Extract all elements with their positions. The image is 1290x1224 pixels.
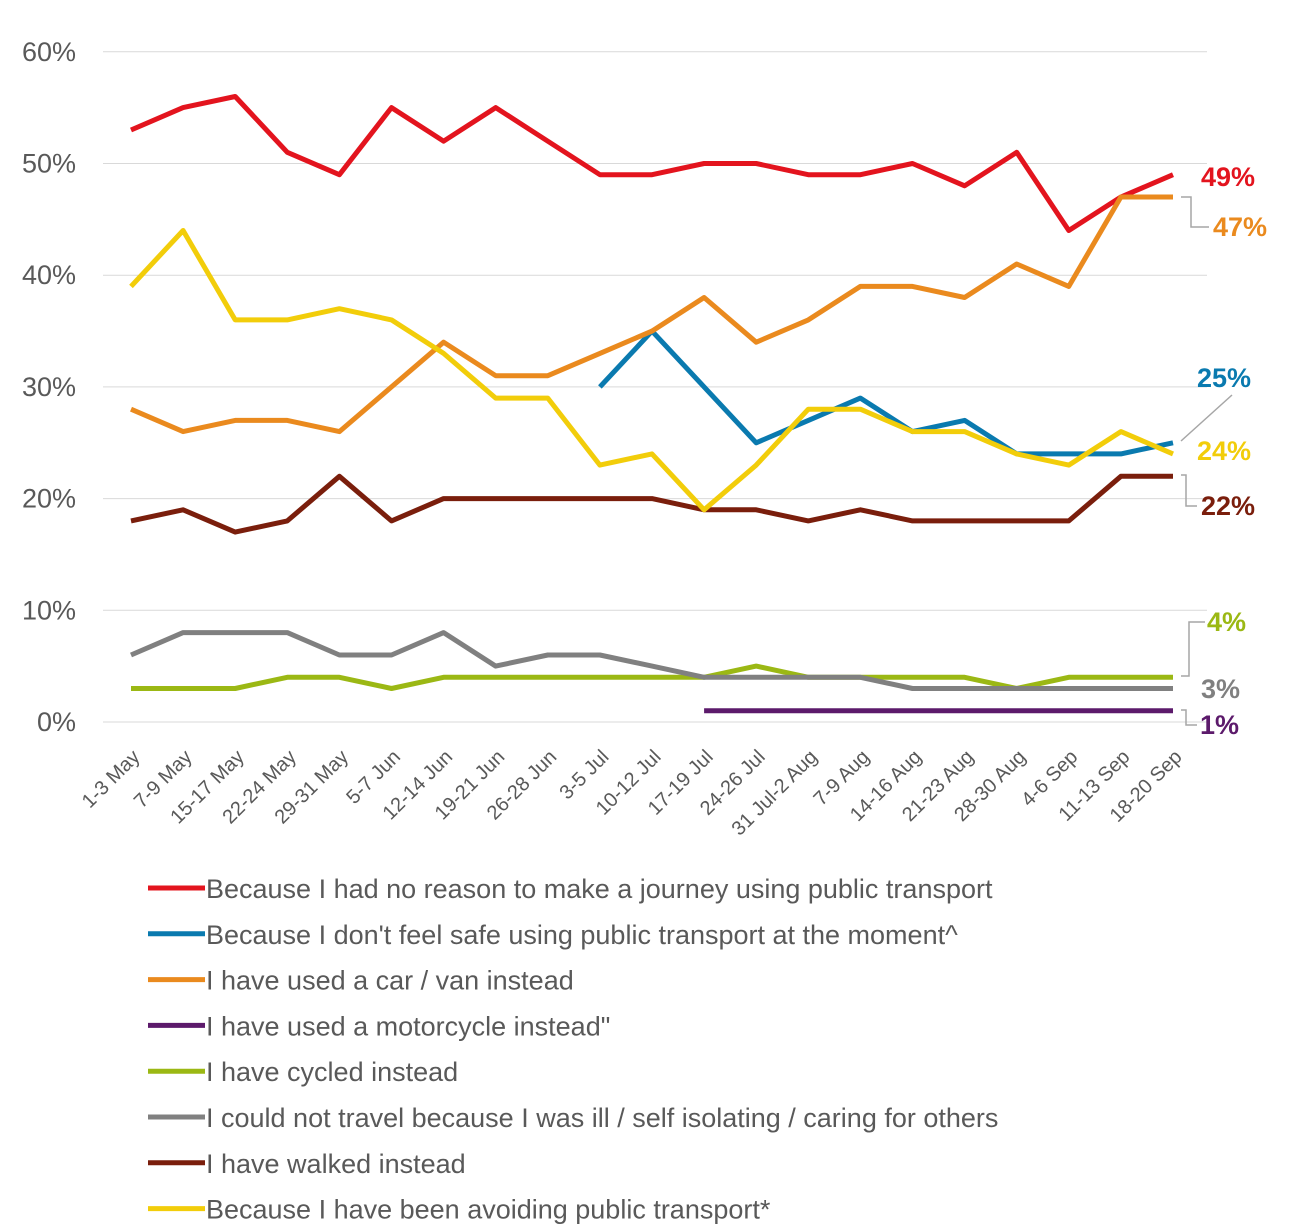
end-label-because-i-don-t-feel-safe-using-public-t: 25% [1197,363,1251,393]
y-tick-label: 10% [22,595,76,625]
end-label-i-have-cycled-instead: 4% [1207,607,1246,637]
legend-label: Because I have been avoiding public tran… [206,1195,771,1224]
series-line-because-i-had-no-reason-to-make-a-journe [130,94,1174,233]
legend: Because I had no reason to make a journe… [148,874,998,1224]
end-label-i-have-used-a-car-van-instead: 47% [1213,212,1267,242]
end-label-leader [1180,394,1233,442]
end-label-i-have-walked-instead: 22% [1201,491,1255,521]
y-tick-label: 40% [22,260,76,290]
end-label-because-i-had-no-reason-to-make-a-journe: 49% [1201,162,1255,192]
legend-label: Because I had no reason to make a journe… [206,874,993,904]
legend-label: I have used a motorcycle instead" [206,1011,610,1041]
legend-label: Because I don't feel safe using public t… [206,920,958,950]
legend-item: Because I had no reason to make a journe… [148,874,993,904]
series-line-because-i-don-t-feel-safe-using-public-t [598,328,1174,457]
series-line-i-could-not-travel-because-i-was-ill-sel [130,630,1173,691]
y-tick-label: 30% [22,372,76,402]
legend-label: I could not travel because I was ill / s… [206,1103,998,1133]
y-tick-label: 60% [22,37,76,67]
legend-item: I have cycled instead [148,1057,458,1087]
end-label-because-i-have-been-avoiding-public-tran: 24% [1197,436,1251,466]
end-label-i-have-used-a-motorcycle-instead: 1% [1200,710,1239,740]
end-label-i-could-not-travel-because-i-was-ill-sel: 3% [1201,674,1240,704]
legend-label: I have cycled instead [206,1057,458,1087]
end-labels: 49% 25% 47% 1% 4% 3% 22% 24% [1197,162,1267,740]
legend-item: I have used a car / van instead [148,966,574,996]
series-line-because-i-have-been-avoiding-public-tran [129,228,1174,513]
series-line-i-have-used-a-car-van-instead [130,194,1173,435]
legend-item: Because I have been avoiding public tran… [148,1195,771,1224]
end-label-leader [1181,474,1197,507]
legend-item: I have walked instead [148,1149,466,1179]
legend-item: I have used a motorcycle instead" [148,1011,610,1041]
y-tick-label: 20% [22,484,76,514]
end-label-leader [1181,621,1205,677]
legend-item: I could not travel because I was ill / s… [148,1103,998,1133]
end-label-leaders [1180,196,1233,726]
y-axis-tick-labels: 0% 10% 20% 30% 40% 50% 60% [22,37,76,737]
y-tick-label: 0% [37,707,76,737]
end-label-leader [1181,196,1209,228]
end-label-leader [1181,709,1197,726]
y-tick-label: 50% [22,149,76,179]
legend-item: Because I don't feel safe using public t… [148,920,958,950]
legend-label: I have used a car / van instead [206,966,574,996]
series-line-i-have-cycled-instead [131,663,1173,691]
legend-label: I have walked instead [206,1149,466,1179]
series-line-i-have-walked-instead [130,473,1173,535]
series-lines [129,94,1174,714]
gridlines [103,51,1207,723]
